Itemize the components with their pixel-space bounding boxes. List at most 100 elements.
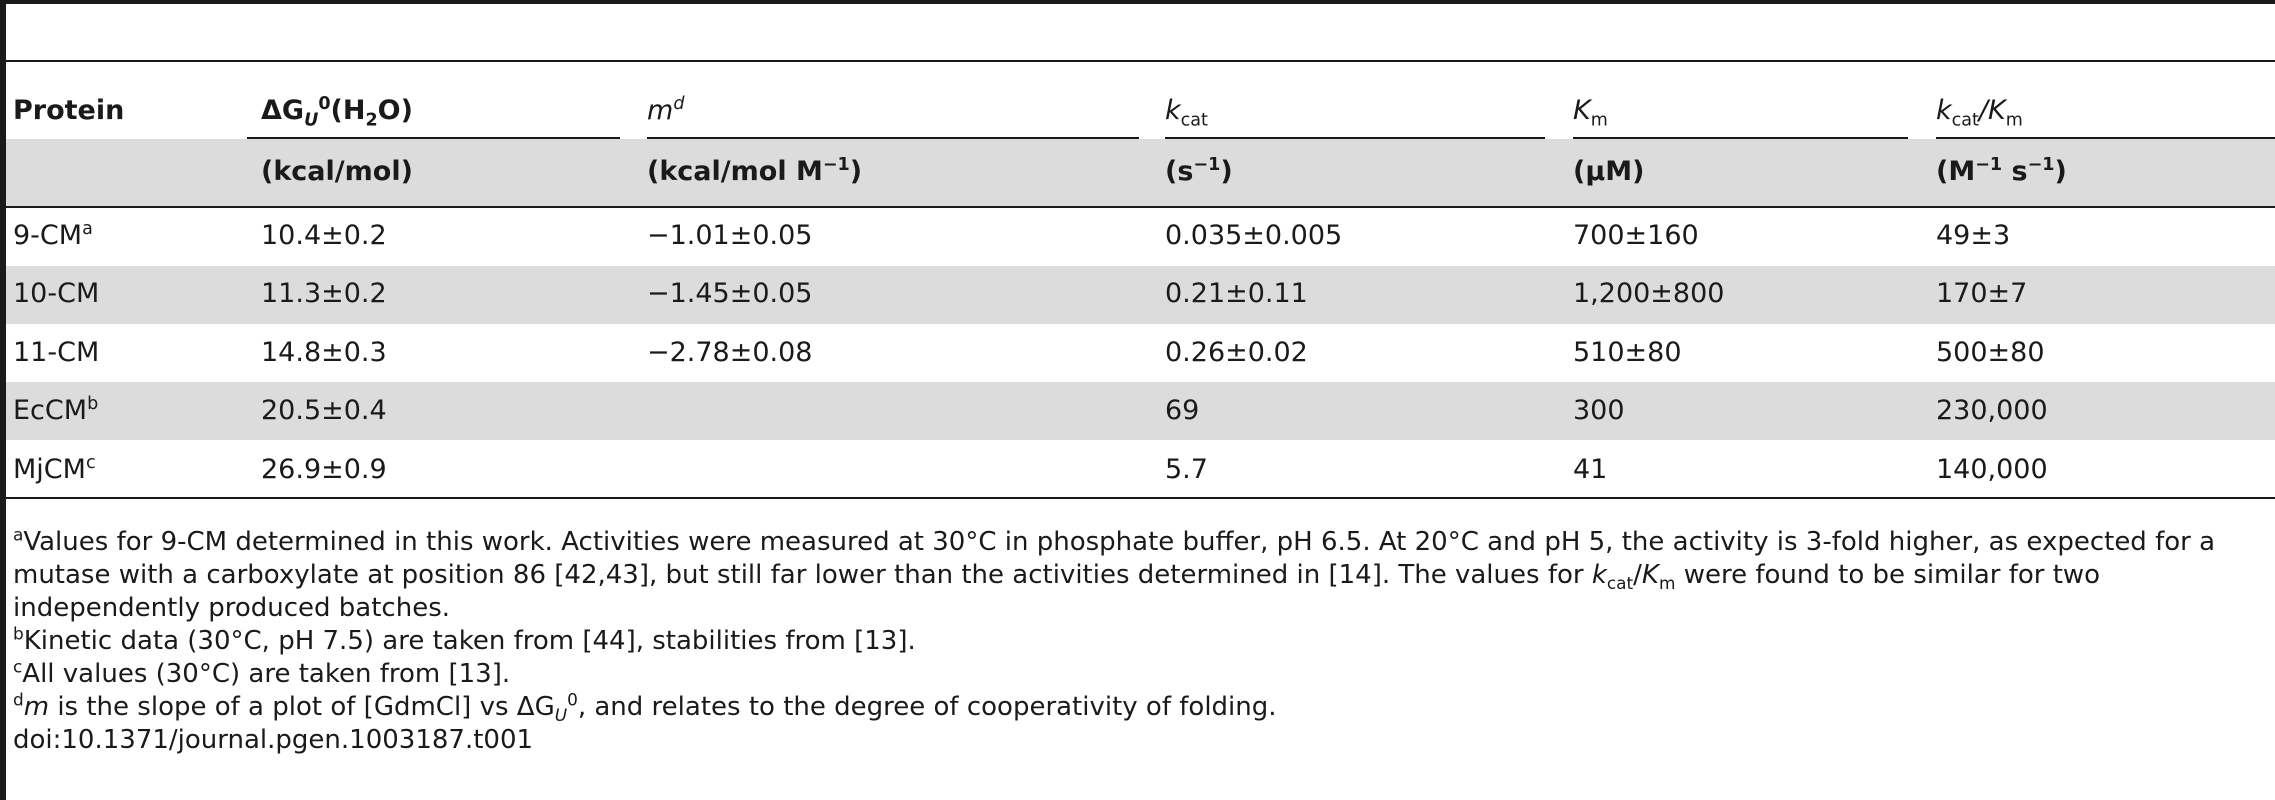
- table-cell: 26.9±0.9: [261, 441, 387, 499]
- text: 69: [1165, 395, 1200, 427]
- table-cell: 170±7: [1936, 265, 2027, 323]
- header-cell: Km: [1573, 82, 1608, 140]
- text: 1,200±800: [1573, 278, 1725, 310]
- table-cell: 20.5±0.4: [261, 382, 387, 440]
- text: 510±80: [1573, 336, 1682, 368]
- text: 0: [318, 94, 331, 114]
- text: (kcal/mol M: [647, 156, 823, 187]
- text: ): [849, 156, 863, 187]
- text: Kinetic data (30°C, pH 7.5) are taken fr…: [23, 626, 916, 656]
- text: 230,000: [1936, 395, 2048, 427]
- left-rule: [0, 0, 6, 800]
- column-rule: [1936, 137, 2275, 139]
- text: c: [13, 656, 23, 677]
- text: K: [1573, 95, 1591, 126]
- text: (M: [1936, 156, 1976, 187]
- text: −1: [1975, 155, 2003, 175]
- text: k: [1936, 95, 1952, 126]
- text: d: [673, 94, 685, 114]
- text: a: [13, 524, 24, 545]
- text: Values for 9-CM determined in this work.…: [13, 527, 2216, 590]
- table-cell: 69: [1165, 382, 1199, 440]
- text: /: [1978, 95, 1989, 126]
- text: 2: [365, 110, 378, 131]
- text: −1: [822, 155, 850, 175]
- text: (H: [330, 95, 366, 126]
- header-cell: Protein: [13, 82, 124, 140]
- text: All values (30°C) are taken from [13].: [22, 659, 511, 689]
- table-cell: 49±3: [1936, 207, 2010, 265]
- doi: doi:10.1371/journal.pgen.1003187.t001: [13, 725, 534, 755]
- top-rule: [0, 0, 2275, 4]
- text: 49±3: [1936, 220, 2011, 251]
- text: U: [554, 705, 568, 726]
- text: −1.45±0.05: [647, 278, 813, 310]
- units-cell: (kcal/mol): [261, 143, 413, 201]
- text: 140,000: [1936, 453, 2048, 485]
- bottom-rule: [6, 497, 2275, 499]
- body-rule: [6, 206, 2275, 208]
- text: s: [2002, 156, 2028, 187]
- table-cell: 0.035±0.005: [1165, 207, 1342, 265]
- text: U: [304, 110, 319, 131]
- text: , and relates to the degree of cooperati…: [577, 692, 1277, 722]
- text: 300: [1573, 395, 1625, 427]
- text: 0.26±0.02: [1165, 336, 1308, 368]
- text: −1: [2027, 155, 2055, 175]
- text: /: [1633, 560, 1642, 590]
- table-cell: 510±80: [1573, 324, 1682, 382]
- text: (μM): [1573, 156, 1645, 187]
- table-cell: −1.45±0.05: [647, 265, 812, 323]
- text: K: [1988, 95, 2006, 126]
- text: m: [23, 692, 50, 722]
- table-cell: 230,000: [1936, 382, 2048, 440]
- text: 26.9±0.9: [261, 453, 387, 485]
- text: c: [85, 452, 96, 473]
- units-row: (kcal/mol) (kcal/mol M−1) (s−1) (μM) (M−…: [0, 143, 2275, 201]
- units-band: [6, 139, 2275, 207]
- header-cell: md: [647, 82, 684, 140]
- text: 700±160: [1573, 220, 1699, 251]
- text: b: [87, 394, 99, 415]
- text: d: [13, 689, 24, 710]
- table-row: EcCMb 20.5±0.4 69 300 230,000: [0, 382, 2275, 440]
- table-cell: 10.4±0.2: [261, 207, 387, 265]
- table-cell: 500±80: [1936, 324, 2045, 382]
- text: MjCM: [13, 453, 86, 485]
- table-row: 11-CM 14.8±0.3 −2.78±0.08 0.26±0.02 510±80 50…: [0, 324, 2275, 382]
- text: b: [13, 623, 24, 644]
- text: 5.7: [1165, 453, 1208, 485]
- table-cell: 9-CMa: [13, 207, 93, 265]
- header-cell: ΔGU0(H2O): [261, 82, 413, 140]
- footnote: bKinetic data (30°C, pH 7.5) are taken f…: [13, 625, 2268, 658]
- text: ): [1220, 156, 1233, 187]
- column-rule: [1165, 137, 1545, 139]
- text: m: [647, 95, 674, 126]
- table-cell: −1.01±0.05: [647, 207, 812, 265]
- text: 11-CM: [13, 336, 100, 368]
- text: (kcal/mol): [261, 156, 413, 187]
- text: cat: [1180, 110, 1208, 131]
- column-rule: [247, 137, 620, 139]
- text: O): [377, 95, 413, 126]
- text: m: [1658, 573, 1676, 594]
- text: 170±7: [1936, 278, 2028, 310]
- header-rule: [6, 60, 2275, 62]
- text: 9-CM: [13, 220, 83, 251]
- table-cell: 5.7: [1165, 441, 1208, 499]
- text: 20.5±0.4: [261, 395, 387, 427]
- text: m: [2005, 110, 2023, 131]
- text: −1: [1193, 155, 1221, 175]
- text: (s: [1165, 156, 1194, 187]
- text: is the slope of a plot of [GdmCl] vs ΔG: [49, 692, 555, 722]
- text: −2.78±0.08: [647, 336, 813, 368]
- text: 0: [567, 689, 578, 710]
- table-row: 10-CM 11.3±0.2 −1.45±0.05 0.21±0.11 1,200±80…: [0, 265, 2275, 323]
- footnotes: aValues for 9-CM determined in this work…: [13, 526, 2268, 757]
- text: ): [2054, 156, 2067, 187]
- table-cell: 0.26±0.02: [1165, 324, 1308, 382]
- header-cell: kcat/Km: [1936, 82, 2023, 140]
- text: 10-CM: [13, 278, 100, 310]
- text: 500±80: [1936, 336, 2045, 368]
- footnote: cAll values (30°C) are taken from [13].: [13, 658, 2268, 691]
